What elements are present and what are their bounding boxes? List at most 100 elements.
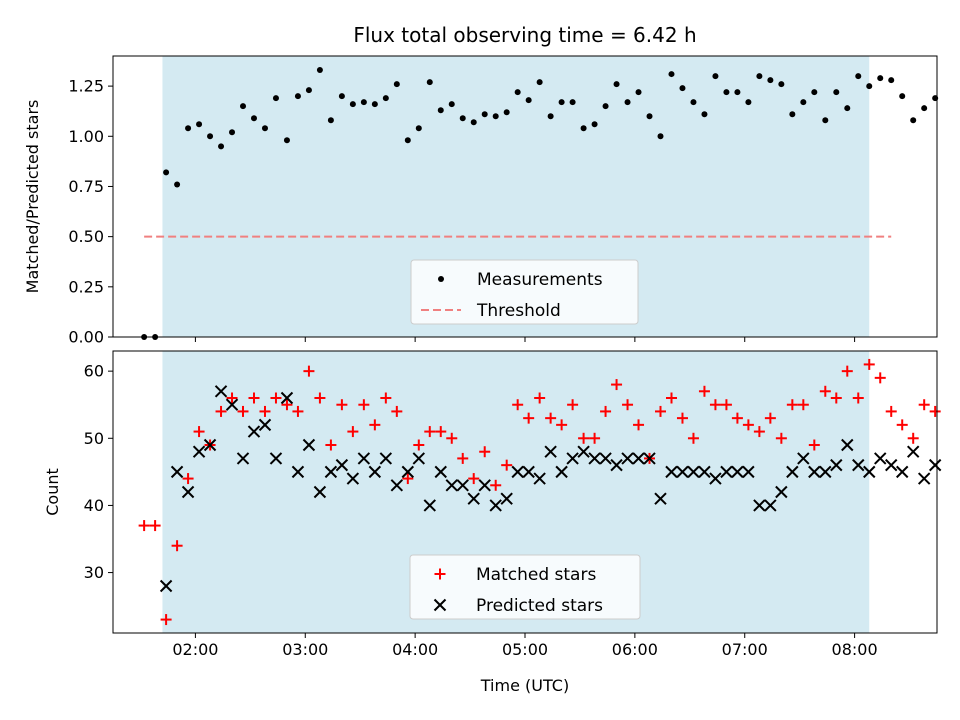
matched-star-point <box>303 365 315 377</box>
predicted-star-point <box>203 438 217 452</box>
predicted-star-point <box>324 465 338 479</box>
predicted-star-point <box>917 472 931 485</box>
y-tick-label: 1.00 <box>68 127 104 146</box>
legend-marker <box>433 598 447 612</box>
predicted-star-point <box>269 452 283 465</box>
predicted-star-point <box>698 465 711 479</box>
predicted-star-point <box>928 458 942 472</box>
measurement-point <box>360 99 367 106</box>
predicted-star-point <box>445 479 458 492</box>
matched-star-point <box>215 405 227 417</box>
predicted-star-point <box>478 479 491 492</box>
predicted-star-point <box>302 438 316 452</box>
matched-star-point <box>775 432 787 444</box>
predicted-star-point <box>522 465 535 479</box>
predicted-star-point <box>906 445 920 458</box>
measurement-point <box>811 89 818 96</box>
matched-star-point <box>929 405 941 417</box>
measurement-point <box>657 133 664 140</box>
measurement-point <box>679 85 686 92</box>
predicted-star-point <box>533 472 546 485</box>
predicted-star-point <box>159 579 173 593</box>
matched-star-point <box>655 405 667 417</box>
matched-star-point <box>402 473 414 485</box>
predicted-star-point <box>874 452 887 465</box>
predicted-star-point <box>852 458 865 472</box>
measurement-point <box>899 93 906 100</box>
measurement-point <box>624 99 631 106</box>
predicted-star-point <box>401 465 415 479</box>
top-y-axis-label: Matched/Predicted stars <box>23 100 42 294</box>
measurement-point <box>602 103 609 110</box>
bottom-y-ticks: 30 40 50 60 <box>84 362 113 582</box>
measurement-point <box>196 121 203 128</box>
matched-star-point <box>534 392 546 404</box>
y-tick-label: 30 <box>84 563 104 582</box>
matched-star-point <box>545 412 557 424</box>
matched-star-point <box>622 399 634 411</box>
matched-star-point <box>490 479 502 491</box>
matched-star-point <box>435 426 447 438</box>
measurement-point <box>404 137 411 144</box>
measurement-point <box>492 113 499 120</box>
matched-star-point <box>512 399 524 411</box>
matched-star-point <box>314 392 326 404</box>
matched-star-point <box>709 399 721 411</box>
predicted-star-point <box>841 438 854 452</box>
predicted-star-point <box>280 391 294 405</box>
matched-star-point <box>874 372 886 384</box>
matched-star-point <box>358 399 370 411</box>
predicted-star-point <box>665 465 678 479</box>
measurement-point <box>558 99 565 106</box>
matched-star-point <box>138 520 150 532</box>
predicted-star-point <box>192 445 206 458</box>
measurement-point <box>426 79 433 86</box>
matched-star-point <box>171 540 183 552</box>
predicted-star-point <box>335 458 349 472</box>
predicted-star-point <box>291 465 305 479</box>
x-tick-label: 07:00 <box>722 640 768 659</box>
measurement-point <box>734 89 741 96</box>
measurement-point <box>261 125 268 132</box>
top-x-ticks <box>194 337 856 342</box>
measurement-point <box>833 89 840 96</box>
predicted-star-point <box>687 465 700 479</box>
measurement-point <box>745 99 752 106</box>
matched-star-point <box>567 399 579 411</box>
predicted-star-point <box>654 492 667 505</box>
matched-star-point <box>149 520 161 532</box>
matched-star-point <box>600 405 612 417</box>
predicted-star-point <box>236 452 250 465</box>
legend-marker <box>434 568 446 580</box>
measurement-point <box>437 107 444 114</box>
measurement-point <box>525 97 532 104</box>
measurement-point <box>866 83 873 90</box>
predicted-star-point <box>544 445 557 458</box>
matched-star-point <box>753 426 765 438</box>
predicted-star-point <box>830 458 843 472</box>
predicted-star-point <box>621 452 634 465</box>
measurement-point <box>459 115 466 122</box>
matched-star-point <box>259 405 271 417</box>
measurement-point <box>723 89 730 96</box>
measurement-point <box>591 121 598 128</box>
matched-star-point <box>457 452 469 464</box>
measurement-point <box>668 71 675 78</box>
x-tick-label: 04:00 <box>392 640 438 659</box>
x-tick-label: 02:00 <box>172 640 218 659</box>
count-points <box>138 358 942 626</box>
predicted-star-point <box>214 385 228 398</box>
legend-label: Threshold <box>476 301 561 321</box>
x-tick-label: 05:00 <box>502 640 548 659</box>
legend-label: Measurements <box>477 270 603 290</box>
measurement-point <box>756 73 763 80</box>
predicted-star-point <box>896 465 909 479</box>
matched-star-point <box>270 392 282 404</box>
matched-star-point <box>226 392 238 404</box>
measurement-point <box>855 73 862 80</box>
predicted-star-point <box>610 458 623 472</box>
predicted-star-point <box>434 465 447 479</box>
predicted-star-point <box>170 465 184 479</box>
matched-star-point <box>589 432 601 444</box>
